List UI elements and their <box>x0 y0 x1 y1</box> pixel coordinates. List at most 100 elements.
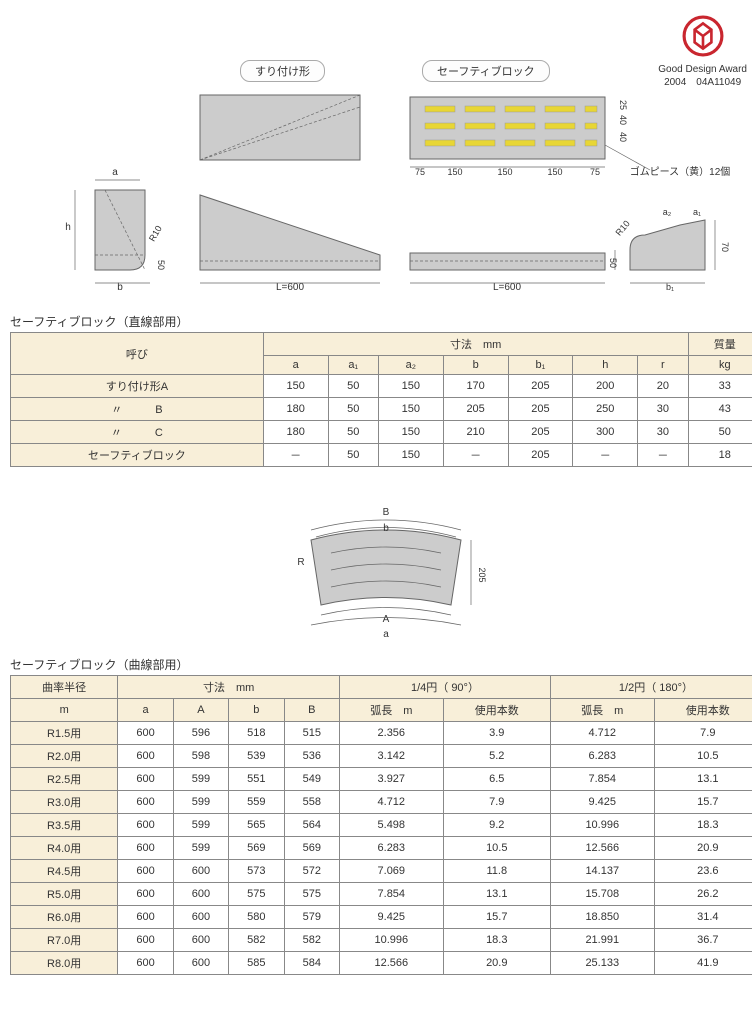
cell: 50 <box>328 398 378 421</box>
svg-text:R10: R10 <box>147 224 164 243</box>
cell: 20 <box>638 375 688 398</box>
row-name: すり付け形A <box>11 375 264 398</box>
cell: 600 <box>173 952 228 975</box>
cell: 600 <box>118 837 173 860</box>
cell: 9.2 <box>443 814 550 837</box>
svg-text:150: 150 <box>547 167 562 177</box>
cell: 6.283 <box>339 837 443 860</box>
svg-text:a: a <box>383 629 389 640</box>
table1-title: セーフティブロック（直線部用） <box>10 313 752 330</box>
cell: 30 <box>638 421 688 444</box>
cell: 582 <box>229 929 284 952</box>
th-sub: 使用本数 <box>443 699 550 722</box>
table-straight: 呼び 寸法 mm 質量 aa₁a₂bb₁hrkg すり付け形A150501501… <box>10 332 752 467</box>
cell: 598 <box>173 745 228 768</box>
th-col: a <box>263 356 328 375</box>
cell: － <box>638 444 688 467</box>
cell: 539 <box>229 745 284 768</box>
cell: 11.8 <box>443 860 550 883</box>
cell: 9.425 <box>339 906 443 929</box>
row-name: 〃 B <box>11 398 264 421</box>
cell: 565 <box>229 814 284 837</box>
cell: 205 <box>508 375 573 398</box>
th-col: B <box>284 699 339 722</box>
cell: 180 <box>263 398 328 421</box>
svg-text:b: b <box>383 523 389 534</box>
cell: 33 <box>688 375 752 398</box>
svg-text:A: A <box>383 614 390 625</box>
row-radius: R4.5用 <box>11 860 118 883</box>
cell: 250 <box>573 398 638 421</box>
rubber-pieces <box>425 106 597 146</box>
cell: 150 <box>378 444 443 467</box>
svg-text:L=600: L=600 <box>493 282 522 293</box>
row-radius: R6.0用 <box>11 906 118 929</box>
cell: 7.069 <box>339 860 443 883</box>
cell: 600 <box>118 929 173 952</box>
cell: 600 <box>118 791 173 814</box>
row-radius: R3.0用 <box>11 791 118 814</box>
cell: 585 <box>229 952 284 975</box>
cell: 10.5 <box>443 837 550 860</box>
cell: 9.425 <box>550 791 654 814</box>
cell: 600 <box>118 814 173 837</box>
cell: 14.137 <box>550 860 654 883</box>
cell: 575 <box>284 883 339 906</box>
svg-text:150: 150 <box>447 167 462 177</box>
cell: － <box>573 444 638 467</box>
cell: 559 <box>229 791 284 814</box>
table-row: R8.0用60060058558412.56620.925.13341.9 <box>11 952 752 975</box>
cell: 4.712 <box>339 791 443 814</box>
cell: 3.927 <box>339 768 443 791</box>
cell: 10.996 <box>550 814 654 837</box>
svg-text:50: 50 <box>156 260 166 270</box>
cell: 26.2 <box>654 883 752 906</box>
svg-text:75: 75 <box>415 167 425 177</box>
row-radius: R4.0用 <box>11 837 118 860</box>
cell: 564 <box>284 814 339 837</box>
cell: 300 <box>573 421 638 444</box>
cell: 13.1 <box>443 883 550 906</box>
cell: 7.9 <box>443 791 550 814</box>
cell: 515 <box>284 722 339 745</box>
cell: － <box>443 444 508 467</box>
th-sub: 弧長 m <box>550 699 654 722</box>
cell: 210 <box>443 421 508 444</box>
cell: 599 <box>173 837 228 860</box>
cell: 13.1 <box>654 768 752 791</box>
cell: 18.850 <box>550 906 654 929</box>
th-col: b <box>443 356 508 375</box>
svg-text:a: a <box>112 167 118 178</box>
cell: 599 <box>173 791 228 814</box>
cell: 150 <box>263 375 328 398</box>
table-row: R2.5用6005995515493.9276.57.85413.1 <box>11 768 752 791</box>
svg-text:a₁: a₁ <box>693 207 701 217</box>
cell: 580 <box>229 906 284 929</box>
cell: 170 <box>443 375 508 398</box>
row-radius: R5.0用 <box>11 883 118 906</box>
table-row: R6.0用6006005805799.42515.718.85031.4 <box>11 906 752 929</box>
cell: 31.4 <box>654 906 752 929</box>
th-m: m <box>11 699 118 722</box>
row-radius: R2.0用 <box>11 745 118 768</box>
cell: 50 <box>688 421 752 444</box>
row-radius: R7.0用 <box>11 929 118 952</box>
cell: 573 <box>229 860 284 883</box>
cell: 600 <box>118 860 173 883</box>
table-row: 〃 C180501502102053003050 <box>11 421 752 444</box>
cell: 596 <box>173 722 228 745</box>
cell: 10.996 <box>339 929 443 952</box>
svg-text:25: 25 <box>618 100 628 110</box>
svg-text:205: 205 <box>477 567 487 582</box>
cell: 600 <box>118 745 173 768</box>
diagram-svg: a h b R10 50 L=600 25 40 40 75 150 <box>10 15 730 305</box>
th-dim: 寸法 mm <box>263 333 688 356</box>
cell: 569 <box>284 837 339 860</box>
cell: 600 <box>118 952 173 975</box>
table-row: R4.5用6006005735727.06911.814.13723.6 <box>11 860 752 883</box>
row-name: 〃 C <box>11 421 264 444</box>
cell: 600 <box>173 883 228 906</box>
table-row: R5.0用6006005755757.85413.115.70826.2 <box>11 883 752 906</box>
cell: 7.854 <box>550 768 654 791</box>
cell: 50 <box>328 375 378 398</box>
